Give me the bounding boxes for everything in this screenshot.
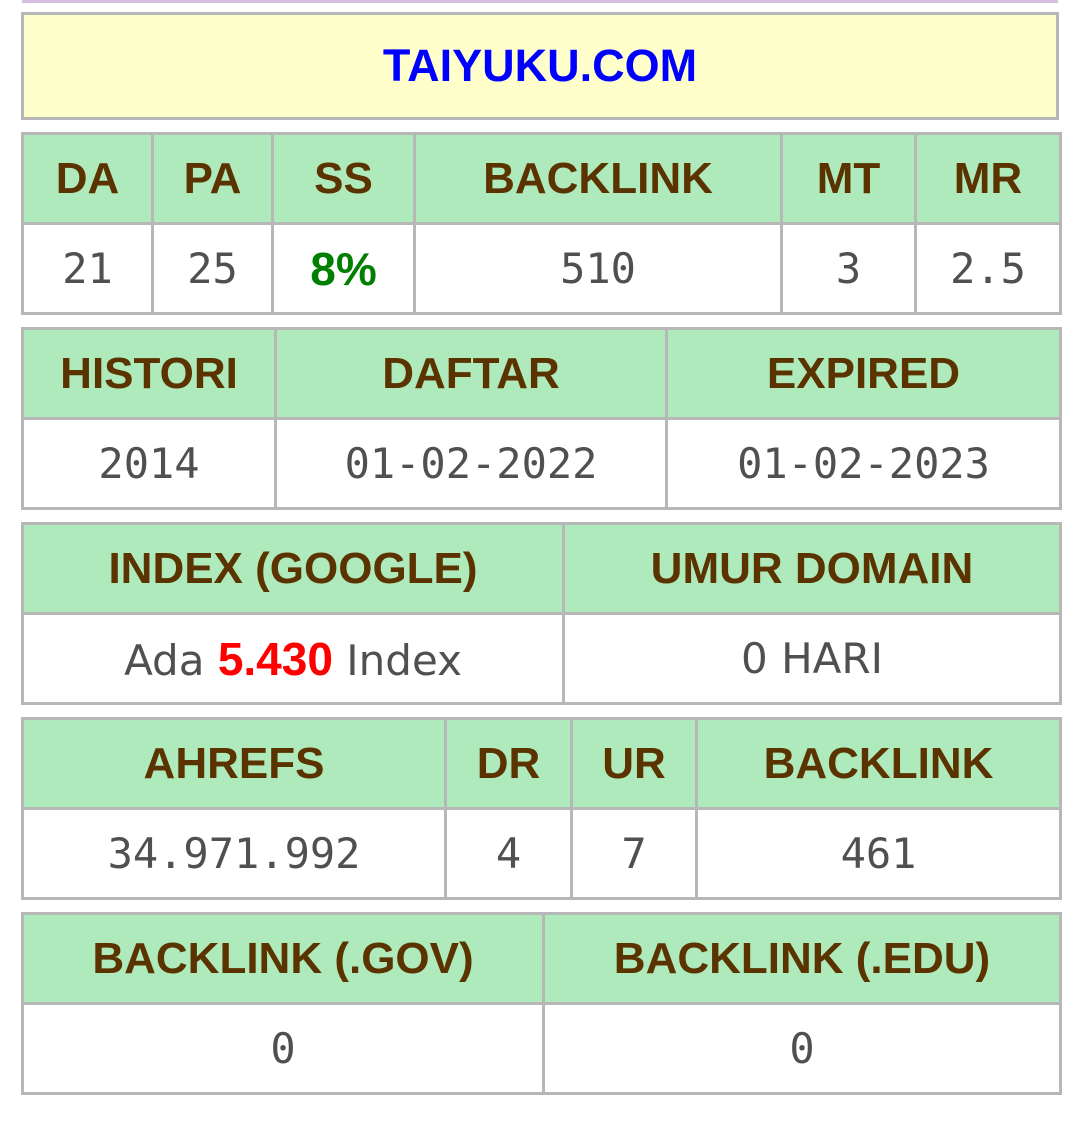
header-ss: SS <box>271 132 416 225</box>
header-backlink-edu: BACKLINK (.EDU) <box>542 912 1062 1005</box>
header-dr: DR <box>444 717 573 810</box>
special-backlinks-value-row: 0 0 <box>21 1002 1062 1095</box>
value-expired: 01-02-2023 <box>665 417 1062 510</box>
value-da: 21 <box>21 222 154 315</box>
value-mr: 2.5 <box>914 222 1062 315</box>
value-backlink: 510 <box>413 222 783 315</box>
dates-table: HISTORI DAFTAR EXPIRED 2014 01-02-2022 0… <box>21 327 1062 510</box>
special-backlinks-header-row: BACKLINK (.GOV) BACKLINK (.EDU) <box>21 912 1062 1005</box>
header-backlink: BACKLINK <box>413 132 783 225</box>
value-backlink-gov: 0 <box>21 1002 545 1095</box>
ahrefs-header-row: AHREFS DR UR BACKLINK <box>21 717 1062 810</box>
domain-name: TAIYUKU.COM <box>382 40 698 91</box>
header-mr: MR <box>914 132 1062 225</box>
index-suffix: Index <box>346 635 462 685</box>
metrics-value-row: 21 25 8% 510 3 2.5 <box>21 222 1062 315</box>
header-pa: PA <box>151 132 274 225</box>
header-histori: HISTORI <box>21 327 277 420</box>
domain-title-box: TAIYUKU.COM <box>21 12 1059 120</box>
value-umur-domain: 0 HARI <box>562 612 1062 705</box>
header-daftar: DAFTAR <box>274 327 668 420</box>
metrics-table: DA PA SS BACKLINK MT MR 21 25 8% 510 3 2… <box>21 132 1062 315</box>
value-daftar: 01-02-2022 <box>274 417 668 510</box>
header-backlink-gov: BACKLINK (.GOV) <box>21 912 545 1005</box>
header-ahrefs-backlink: BACKLINK <box>695 717 1062 810</box>
dates-value-row: 2014 01-02-2022 01-02-2023 <box>21 417 1062 510</box>
header-ur: UR <box>570 717 698 810</box>
metrics-header-row: DA PA SS BACKLINK MT MR <box>21 132 1062 225</box>
special-backlinks-table: BACKLINK (.GOV) BACKLINK (.EDU) 0 0 <box>21 912 1062 1095</box>
value-ahrefs-backlink: 461 <box>695 807 1062 900</box>
header-mt: MT <box>780 132 917 225</box>
index-prefix: Ada <box>124 635 205 685</box>
value-ahrefs-rank: 34.971.992 <box>21 807 447 900</box>
index-value-row: Ada 5.430 Index 0 HARI <box>21 612 1062 705</box>
header-da: DA <box>21 132 154 225</box>
top-divider <box>22 0 1058 3</box>
ahrefs-table: AHREFS DR UR BACKLINK 34.971.992 4 7 461 <box>21 717 1062 900</box>
value-ss: 8% <box>271 222 416 315</box>
header-index-google: INDEX (GOOGLE) <box>21 522 565 615</box>
header-expired: EXPIRED <box>665 327 1062 420</box>
dates-header-row: HISTORI DAFTAR EXPIRED <box>21 327 1062 420</box>
domain-stats-card: TAIYUKU.COM DA PA SS BACKLINK MT MR 21 2… <box>21 12 1062 1095</box>
index-table: INDEX (GOOGLE) UMUR DOMAIN Ada 5.430 Ind… <box>21 522 1062 705</box>
value-mt: 3 <box>780 222 917 315</box>
value-ur: 7 <box>570 807 698 900</box>
header-umur-domain: UMUR DOMAIN <box>562 522 1062 615</box>
ahrefs-value-row: 34.971.992 4 7 461 <box>21 807 1062 900</box>
value-dr: 4 <box>444 807 573 900</box>
index-count: 5.430 <box>217 632 333 685</box>
value-histori: 2014 <box>21 417 277 510</box>
header-ahrefs: AHREFS <box>21 717 447 810</box>
value-index-google: Ada 5.430 Index <box>21 612 565 705</box>
value-backlink-edu: 0 <box>542 1002 1062 1095</box>
value-pa: 25 <box>151 222 274 315</box>
index-header-row: INDEX (GOOGLE) UMUR DOMAIN <box>21 522 1062 615</box>
